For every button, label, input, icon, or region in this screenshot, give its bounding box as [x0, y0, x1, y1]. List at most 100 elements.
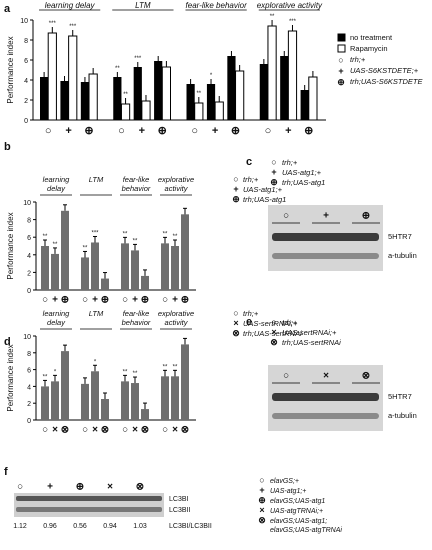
panel-a-bar-no-treatment	[206, 84, 216, 120]
panel-a-genotype-symbol: ○	[265, 125, 272, 137]
panel-d-group-label: activity	[165, 318, 189, 327]
panel-a-bar-rapamycin	[235, 70, 245, 121]
panel-e-legend-label: trh;+	[282, 318, 298, 327]
panel-b-y-tick-label: 8	[27, 218, 31, 225]
panel-d-bar	[41, 386, 49, 420]
panel-b-bar	[121, 243, 129, 290]
panel-c-legend-symbol: +	[271, 167, 276, 177]
panel-d-significance: *	[94, 359, 97, 365]
panel-a-bar-rapamycin	[47, 32, 57, 121]
panel-d-legend-symbol: ⊗	[232, 328, 240, 338]
panel-b-bar	[161, 243, 169, 290]
panel-b-genotype-symbol: ○	[42, 295, 48, 306]
panel-d-bar	[171, 376, 179, 420]
panel-a-legend-symbol: +	[338, 66, 343, 76]
panel-a-bar-no-treatment	[300, 90, 309, 120]
panel-d-significance: **	[163, 364, 168, 370]
panel-c-band-label: 5HTR7	[388, 232, 412, 241]
panel-f-legend-label: UAS-atgTRNAi;+	[270, 508, 323, 515]
panel-e-legend-label: UAS-sertRNAi;+	[282, 328, 337, 337]
panel-f-lane-symbol: +	[47, 482, 53, 493]
panel-d-bar	[131, 383, 139, 420]
panel-c-legend-label: trh;+	[282, 158, 298, 167]
panel-f-ratio: 0.94	[103, 523, 117, 530]
panel-d-legend-symbol: ×	[233, 318, 238, 328]
panel-b-genotype-symbol: +	[172, 295, 178, 306]
panel-a-genotype-symbol: +	[212, 125, 218, 137]
panel-b-bar	[51, 253, 59, 290]
panel-a-significance: ***	[49, 21, 57, 27]
panel-e-legend-label: trh;UAS-sertRNAi	[282, 338, 341, 347]
panel-d-bar	[101, 399, 109, 420]
panel-d-group-label: LTM	[89, 309, 104, 318]
panel-a-bar-no-treatment	[154, 61, 163, 120]
panel-d-significance: **	[173, 364, 178, 370]
panel-b-bar	[141, 275, 149, 290]
panel-f-ratio: 1.12	[13, 523, 27, 530]
panel-a-y-tick-label: 2	[24, 98, 28, 105]
panel-b-y-tick-label: 6	[27, 235, 31, 242]
panel-e-band-label: a-tubulin	[388, 411, 417, 420]
panel-b-y-tick-label: 10	[23, 200, 31, 207]
panel-f-lane-symbol: ⊕	[76, 482, 84, 493]
panel-a-group-label: learning delay	[45, 1, 96, 10]
panel-f-label: f	[4, 466, 8, 478]
panel-f-legend-symbol: ⊕	[258, 495, 266, 505]
panel-a-y-tick-label: 8	[24, 38, 28, 45]
panel-a-group-label: explorative activity	[257, 1, 323, 10]
panel-f-lane-symbol: ○	[17, 482, 23, 493]
panel-b-genotype-symbol: ⊕	[101, 295, 109, 306]
panel-d-y-tick-label: 4	[27, 384, 31, 391]
panel-b-genotype-symbol: +	[132, 295, 138, 306]
panel-b-genotype-symbol: ⊕	[61, 295, 69, 306]
panel-a-y-tick-label: 6	[24, 58, 28, 65]
panel-d-legend-label: trh;UAS-sertRNAi	[243, 329, 302, 338]
panel-b-genotype-symbol: ○	[122, 295, 128, 306]
panel-b-group-label: behavior	[122, 184, 151, 193]
panel-a-label: a	[4, 3, 11, 15]
panel-f-lane-symbol: ⊗	[136, 482, 144, 493]
panel-b-bar	[181, 214, 189, 290]
panel-a-significance: **	[196, 91, 201, 97]
panel-f-legend-symbol: ×	[259, 505, 264, 515]
panel-f-legend-label: UAS-atg1;+	[270, 488, 306, 495]
panel-a-bar-rapamycin	[194, 102, 204, 121]
panel-f-legend-label: elavGS;UAS-atg1	[270, 498, 325, 505]
panel-d-y-tick-label: 6	[27, 368, 31, 375]
panel-d-genotype-symbol: ×	[172, 425, 178, 436]
panel-b-genotype-symbol: +	[52, 295, 58, 306]
panel-a-genotype-symbol: +	[65, 125, 71, 137]
panel-b-group-label: activity	[165, 184, 189, 193]
panel-b-y-tick-label: 0	[27, 288, 31, 295]
panel-e-lane-symbol: ⊗	[362, 371, 370, 382]
panel-d-bar	[51, 381, 59, 420]
panel-e-legend-symbol: ×	[271, 327, 276, 337]
panel-f-band-label: LC3BII	[169, 507, 190, 514]
panel-d-bar	[181, 344, 189, 420]
panel-c-band-5htr7	[272, 233, 379, 241]
panel-b-genotype-symbol: ⊕	[181, 295, 189, 306]
panel-c-legend-symbol: ○	[271, 157, 276, 167]
panel-a-genotype-symbol: ○	[45, 125, 52, 137]
panel-a-group-label: fear-like behavior	[186, 1, 248, 10]
panel-a-significance: **	[123, 92, 128, 98]
panel-d-legend-symbol: ○	[233, 308, 238, 318]
panel-a-y-label: Performance index	[6, 36, 15, 103]
panel-f-band-lc3bii	[16, 507, 162, 512]
panel-d-bar	[161, 376, 169, 420]
panel-a-bar-rapamycin	[214, 101, 224, 121]
panel-b-bar	[41, 246, 49, 290]
panel-f-legend-label: elavGS;+	[270, 478, 299, 485]
panel-c-band-tubulin	[272, 253, 379, 259]
panel-d-significance: **	[123, 369, 128, 375]
panel-a-y-tick-label: 0	[24, 118, 28, 125]
panel-b-bar	[61, 210, 69, 290]
panel-d-legend-label: trh;+	[243, 309, 259, 318]
panel-d-bar	[141, 409, 149, 420]
panel-b-group-label: LTM	[89, 175, 104, 184]
panel-b-y-label: Performance index	[6, 212, 15, 279]
panel-b-genotype-symbol: ⊕	[141, 295, 149, 306]
panel-b-y-tick-label: 4	[27, 253, 31, 260]
panel-a-bar-no-treatment	[80, 82, 90, 120]
